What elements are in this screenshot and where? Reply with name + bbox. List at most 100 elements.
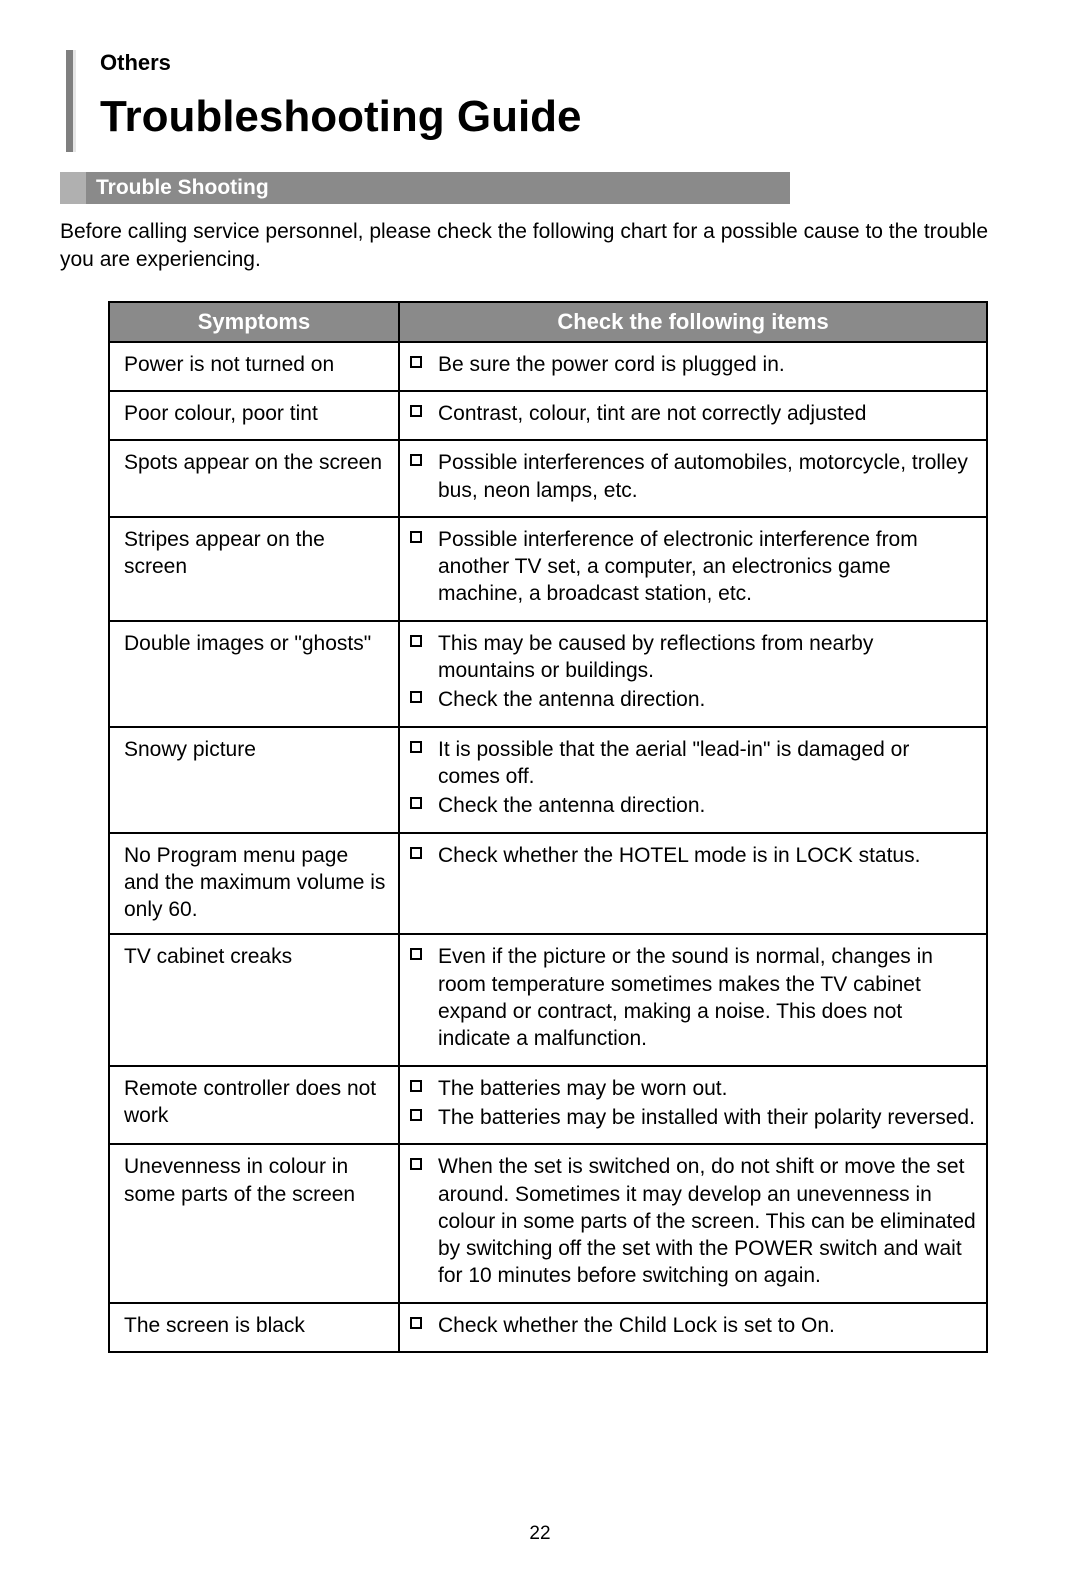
header-check: Check the following items [399, 302, 987, 342]
check-cell: This may be caused by reflections from n… [399, 621, 987, 727]
symptom-cell: Power is not turned on [109, 342, 399, 391]
check-item: This may be caused by reflections from n… [410, 630, 976, 685]
checkbox-bullet-icon [410, 847, 422, 859]
check-list: Check whether the HOTEL mode is in LOCK … [410, 842, 976, 869]
header-symptoms: Symptoms [109, 302, 399, 342]
checkbox-bullet-icon [410, 454, 422, 466]
check-cell: When the set is switched on, do not shif… [399, 1144, 987, 1302]
checkbox-bullet-icon [410, 1158, 422, 1170]
check-item-text: Possible interference of electronic inte… [438, 528, 918, 606]
symptom-cell: Remote controller does not work [109, 1066, 399, 1145]
check-item: Be sure the power cord is plugged in. [410, 351, 976, 378]
check-cell: The batteries may be worn out. The batter… [399, 1066, 987, 1145]
vertical-rule [66, 50, 76, 152]
page-title: Troubleshooting Guide [100, 92, 1020, 142]
page-root: Others Troubleshooting Guide Trouble Sho… [0, 0, 1080, 1585]
table-row: Poor colour, poor tint Contrast, colour, … [109, 391, 987, 440]
check-item-text: This may be caused by reflections from n… [438, 632, 873, 682]
subsection-bar: Trouble Shooting [60, 172, 790, 204]
check-item-text: Check the antenna direction. [438, 688, 705, 711]
check-list: Even if the picture or the sound is norm… [410, 943, 976, 1052]
check-list: When the set is switched on, do not shif… [410, 1153, 976, 1289]
check-item-text: When the set is switched on, do not shif… [438, 1155, 976, 1287]
title-block: Others Troubleshooting Guide [60, 50, 1020, 142]
symptom-cell: Double images or "ghosts" [109, 621, 399, 727]
intro-text: Before calling service personnel, please… [60, 218, 1020, 275]
check-list: The batteries may be worn out. The batter… [410, 1075, 976, 1132]
check-list: Possible interferences of automobiles, m… [410, 449, 976, 504]
check-item: Possible interference of electronic inte… [410, 526, 976, 608]
table-row: TV cabinet creaks Even if the picture or … [109, 934, 987, 1065]
checkbox-bullet-icon [410, 635, 422, 647]
check-item: Check whether the HOTEL mode is in LOCK … [410, 842, 976, 869]
check-item: Even if the picture or the sound is norm… [410, 943, 976, 1052]
table-row: Unevenness in colour in some parts of th… [109, 1144, 987, 1302]
page-number: 22 [60, 1523, 1020, 1545]
checkbox-bullet-icon [410, 948, 422, 960]
check-cell: Contrast, colour, tint are not correctly… [399, 391, 987, 440]
check-list: Be sure the power cord is plugged in. [410, 351, 976, 378]
check-item-text: The batteries may be installed with thei… [438, 1106, 975, 1129]
check-item: Check the antenna direction. [410, 792, 976, 819]
check-item: When the set is switched on, do not shif… [410, 1153, 976, 1289]
check-item: Possible interferences of automobiles, m… [410, 449, 976, 504]
check-item-text: Check whether the Child Lock is set to O… [438, 1314, 835, 1337]
table-row: Stripes appear on the screen Possible int… [109, 517, 987, 621]
check-cell: It is possible that the aerial "lead-in"… [399, 727, 987, 833]
symptom-cell: No Program menu page and the maximum vol… [109, 833, 399, 935]
section-label: Others [100, 50, 1020, 76]
check-item: Check the antenna direction. [410, 686, 976, 713]
check-cell: Be sure the power cord is plugged in. [399, 342, 987, 391]
check-list: Possible interference of electronic inte… [410, 526, 976, 608]
symptom-cell: Unevenness in colour in some parts of th… [109, 1144, 399, 1302]
checkbox-bullet-icon [410, 691, 422, 703]
symptom-cell: Stripes appear on the screen [109, 517, 399, 621]
troubleshooting-table: Symptoms Check the following items Power… [108, 301, 988, 1353]
checkbox-bullet-icon [410, 1317, 422, 1329]
table-row: Snowy picture It is possible that the aer… [109, 727, 987, 833]
check-item-text: Possible interferences of automobiles, m… [438, 451, 968, 501]
check-cell: Check whether the Child Lock is set to O… [399, 1303, 987, 1352]
table-wrap: Symptoms Check the following items Power… [108, 301, 986, 1353]
table-row: Power is not turned on Be sure the power … [109, 342, 987, 391]
checkbox-bullet-icon [410, 356, 422, 368]
check-item: The batteries may be worn out. [410, 1075, 976, 1102]
table-row: Double images or "ghosts" This may be cau… [109, 621, 987, 727]
check-item-text: The batteries may be worn out. [438, 1077, 727, 1100]
check-item-text: Check the antenna direction. [438, 794, 705, 817]
check-list: Contrast, colour, tint are not correctly… [410, 400, 976, 427]
check-list: It is possible that the aerial "lead-in"… [410, 736, 976, 820]
checkbox-bullet-icon [410, 531, 422, 543]
table-header-row: Symptoms Check the following items [109, 302, 987, 342]
check-item-text: Even if the picture or the sound is norm… [438, 945, 933, 1050]
check-item-text: Be sure the power cord is plugged in. [438, 353, 785, 376]
checkbox-bullet-icon [410, 741, 422, 753]
symptom-cell: Snowy picture [109, 727, 399, 833]
check-item: The batteries may be installed with thei… [410, 1104, 976, 1131]
table-row: Remote controller does not workThe batte… [109, 1066, 987, 1145]
check-item: Contrast, colour, tint are not correctly… [410, 400, 976, 427]
check-item: Check whether the Child Lock is set to O… [410, 1312, 976, 1339]
check-item: It is possible that the aerial "lead-in"… [410, 736, 976, 791]
table-row: The screen is black Check whether the Chi… [109, 1303, 987, 1352]
check-item-text: It is possible that the aerial "lead-in"… [438, 738, 909, 788]
table-row: Spots appear on the screen Possible inter… [109, 440, 987, 517]
symptom-cell: TV cabinet creaks [109, 934, 399, 1065]
checkbox-bullet-icon [410, 1109, 422, 1121]
checkbox-bullet-icon [410, 1080, 422, 1092]
symptom-cell: The screen is black [109, 1303, 399, 1352]
subsection-accent [60, 172, 86, 204]
check-list: This may be caused by reflections from n… [410, 630, 976, 714]
check-cell: Possible interferences of automobiles, m… [399, 440, 987, 517]
symptom-cell: Poor colour, poor tint [109, 391, 399, 440]
check-cell: Check whether the HOTEL mode is in LOCK … [399, 833, 987, 935]
check-item-text: Contrast, colour, tint are not correctly… [438, 402, 866, 425]
check-item-text: Check whether the HOTEL mode is in LOCK … [438, 844, 920, 867]
check-list: Check whether the Child Lock is set to O… [410, 1312, 976, 1339]
table-row: No Program menu page and the maximum vol… [109, 833, 987, 935]
check-cell: Possible interference of electronic inte… [399, 517, 987, 621]
symptom-cell: Spots appear on the screen [109, 440, 399, 517]
subsection-title: Trouble Shooting [86, 172, 790, 204]
checkbox-bullet-icon [410, 797, 422, 809]
check-cell: Even if the picture or the sound is norm… [399, 934, 987, 1065]
